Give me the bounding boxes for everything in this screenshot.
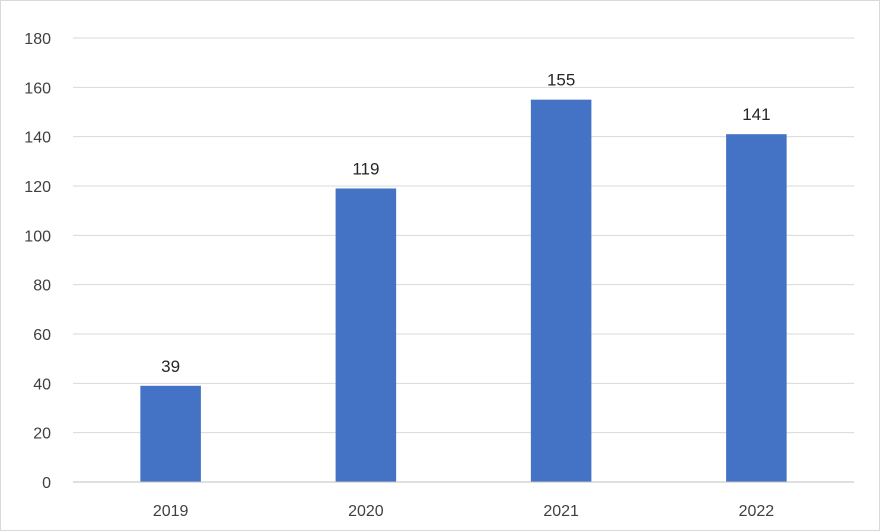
data-label-2021: 155 [547,71,575,90]
bars [140,99,787,483]
x-tick-label-2021: 2021 [543,503,579,520]
y-tick-label: 180 [24,31,51,48]
y-tick-label: 40 [33,376,51,393]
y-tick-label: 160 [24,80,51,97]
data-label-2019: 39 [161,357,180,376]
x-tick-label-2022: 2022 [739,503,775,520]
y-axis-tick-labels: 0 20 40 60 80 100 120 140 160 180 [24,31,51,492]
y-tick-label: 140 [24,130,51,147]
data-label-2022: 141 [742,105,770,124]
y-tick-label: 0 [42,475,51,492]
y-tick-label: 100 [24,228,51,245]
x-tick-label-2019: 2019 [153,503,189,520]
x-tick-label-2020: 2020 [348,503,384,520]
data-label-2020: 119 [352,159,379,178]
y-tick-label: 80 [33,278,51,295]
data-labels: 39 119 155 141 [161,71,770,376]
y-tick-label: 20 [33,426,51,443]
bar-2020 [335,188,397,482]
y-tick-label: 60 [33,327,51,344]
x-axis-tick-labels: 2019 2020 2021 2022 [153,503,774,520]
gridlines [73,37,854,434]
y-tick-label: 120 [24,179,51,196]
bar-2022 [726,134,787,482]
bar-2019 [140,385,201,482]
bar-2021 [530,99,592,483]
